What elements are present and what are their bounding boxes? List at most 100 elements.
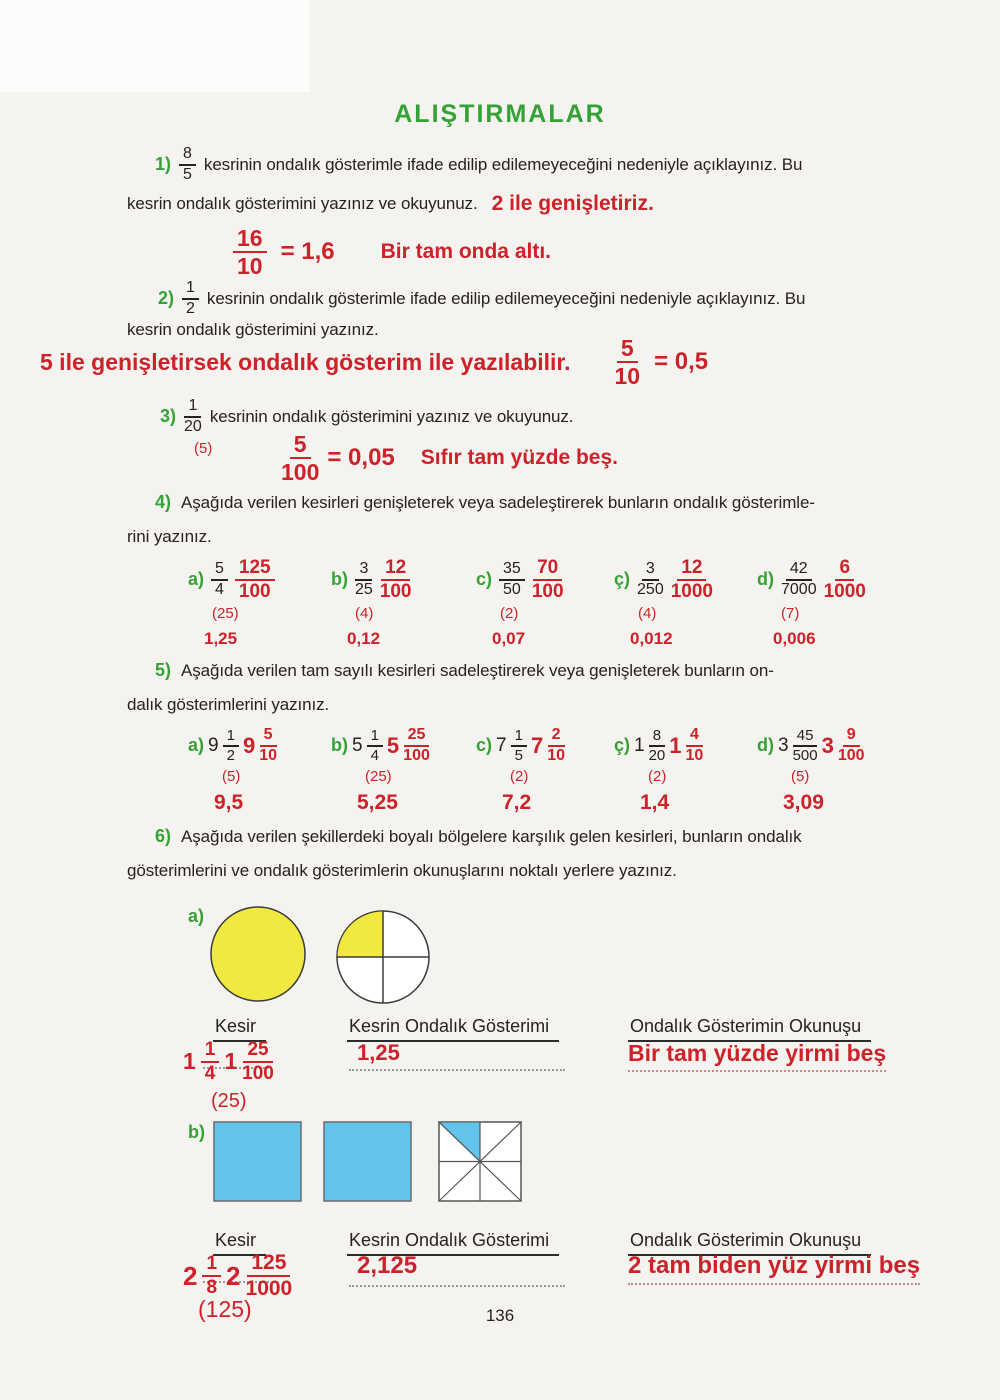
whole-number-answer: 1 (224, 1048, 238, 1075)
expanded-fraction: 12 1000 (671, 558, 713, 602)
page-corner-highlight (0, 0, 310, 92)
q1-answer-decimal: = 1,6 (280, 238, 335, 266)
q6a-letter: a) (188, 906, 205, 926)
numerator: 2 (547, 726, 565, 747)
numerator: 1 (182, 279, 199, 300)
q3-text1: kesrinin ondalık gösterimini yazınız ve … (209, 406, 574, 426)
decimal-answer: 0,07 (492, 628, 526, 648)
q6b-dotted-line-kesir (203, 1280, 269, 1283)
numerator: 1 (202, 1254, 222, 1278)
q4-item-c: c) 35 50 70 100 (2) 0,07 (476, 558, 564, 649)
q3-line1: 3) 1 20 kesrinin ondalık gösterimini yaz… (160, 397, 574, 436)
denominator: 1000 (670, 580, 713, 602)
denominator: 2 (226, 746, 235, 764)
q6b-reading-answer: 2 tam biden yüz yirmi beş (628, 1252, 921, 1285)
decimal-answer: 0,012 (630, 628, 673, 648)
q5-text1: Aşağıda verilen tam sayılı kesirleri sad… (181, 660, 774, 680)
q6b-decimal-answer: 2,125 (357, 1252, 418, 1279)
q6-text2: gösterimlerini ve ondalık gösterimlerin … (127, 861, 677, 880)
denominator: 4 (215, 580, 224, 598)
q3-fraction: 1 20 (184, 397, 202, 436)
whole-number: 9 (208, 734, 219, 756)
item-letter: b) (331, 569, 348, 590)
square-whole-shaded-1 (213, 1121, 302, 1202)
page-title: ALIŞTIRMALAR (394, 100, 606, 128)
q6-line2: gösterimlerini ve ondalık gösterimlerin … (127, 861, 677, 881)
decimal-answer: 9,5 (214, 790, 244, 814)
denominator: 100 (837, 746, 865, 764)
expanded-fraction: 125 100 (234, 558, 275, 602)
denominator: 100 (531, 580, 564, 602)
whole-number: 1 (183, 1048, 196, 1075)
item-letter: d) (757, 569, 774, 590)
decimal-answer: 1,25 (204, 628, 238, 648)
denominator: 500 (792, 746, 818, 764)
denominator: 7000 (781, 580, 817, 598)
decimal-answer: 0,12 (347, 628, 381, 648)
expansion-factor: (2) (510, 767, 529, 785)
q6-number: 6) (155, 826, 172, 846)
numerator: 8 (648, 728, 666, 747)
q3-expansion-factor: (5) (194, 440, 213, 457)
q6a-header-okunus: Ondalık Gösterimin Okunuşu (628, 1016, 872, 1042)
item-letter: d) (757, 735, 774, 756)
given-fraction: 35 50 (499, 560, 525, 599)
q1-number: 1) (155, 154, 172, 175)
denominator: 20 (648, 746, 666, 764)
item-letter: ç) (614, 569, 631, 590)
item-letter: b) (331, 735, 348, 756)
q3-answer-decimal: = 0,05 (327, 444, 395, 472)
q6b-letter: b) (188, 1122, 205, 1142)
circle-whole-shaded (210, 906, 306, 1002)
q6b-header-kesir: Kesir (213, 1230, 267, 1256)
q4-line1: 4) Aşağıda verilen kesirleri genişletere… (155, 492, 815, 513)
whole-number: 7 (496, 734, 507, 756)
q2-answer: 5 ile genişletirsek ondalık gösterim ile… (40, 336, 708, 388)
q1-text2: kesrin ondalık gösterimini yazınız ve ok… (127, 194, 478, 213)
q5-item-c2: ç) 1 8 20 1 4 10 (2) 1,4 (614, 726, 703, 815)
denominator: 250 (637, 580, 664, 598)
shaded-quarter (336, 910, 384, 958)
denominator: 10 (547, 746, 565, 764)
decimal-answer: 3,09 (783, 790, 824, 814)
q6a-expansion-factor: (25) (211, 1090, 247, 1112)
decimal-answer: 5,25 (357, 790, 398, 814)
expanded-fraction: 25 100 (403, 726, 430, 765)
q2-text2: kesrin ondalık gösterimini yazınız. (127, 320, 379, 339)
q4-text2: rini yazınız. (127, 527, 212, 546)
q5-item-d: d) 3 45 500 3 9 100 (5) 3,09 (757, 726, 865, 815)
denominator: 4 (204, 1062, 216, 1084)
expanded-fraction: 70 100 (532, 558, 564, 602)
q5-line2: dalık gösterimlerini yazınız. (127, 695, 329, 715)
given-fraction: 42 7000 (781, 560, 817, 599)
denominator: 10 (259, 746, 277, 764)
denominator: 5 (514, 746, 523, 764)
numerator: 1 (184, 397, 202, 418)
denominator: 4 (370, 746, 379, 764)
q2-answer-decimal: = 0,5 (654, 348, 709, 376)
whole-number: 3 (778, 734, 789, 756)
denominator: 2 (186, 299, 195, 317)
numerator: 25 (243, 1040, 273, 1063)
item-letter: c) (476, 569, 493, 590)
expanded-fraction: 25 100 (242, 1040, 274, 1084)
expanded-fraction: 5 10 (259, 726, 277, 765)
whole-number: 2 (183, 1260, 198, 1291)
q4-item-d-fractions: d) 42 7000 6 1000 (757, 558, 866, 602)
q5-item-d-fractions: d) 3 45 500 3 9 100 (757, 726, 865, 765)
q5-item-c2-fractions: ç) 1 8 20 1 4 10 (614, 726, 703, 765)
expansion-factor: (4) (355, 604, 374, 622)
given-fraction: 3 25 (355, 560, 373, 599)
q4-text1: Aşağıda verilen kesirleri genişleterek v… (181, 492, 815, 512)
q2-answer-fraction: 5 10 (615, 336, 641, 388)
denominator: 100 (281, 459, 320, 486)
q1-line1: 1) 8 5 kesrinin ondalık gösterimle ifade… (155, 145, 803, 184)
